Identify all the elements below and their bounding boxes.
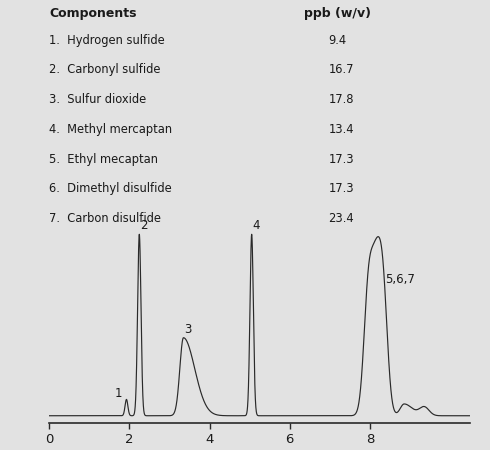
Text: 3: 3: [185, 323, 192, 336]
Text: 17.3: 17.3: [328, 182, 354, 195]
Text: 2.  Carbonyl sulfide: 2. Carbonyl sulfide: [49, 63, 161, 76]
Text: 1.  Hydrogen sulfide: 1. Hydrogen sulfide: [49, 34, 165, 47]
Text: 16.7: 16.7: [328, 63, 354, 76]
Text: 7.  Carbon disulfide: 7. Carbon disulfide: [49, 212, 161, 225]
Text: 9.4: 9.4: [328, 34, 346, 47]
Text: ppb (w/v): ppb (w/v): [304, 7, 371, 20]
Text: 5,6,7: 5,6,7: [385, 273, 415, 286]
Text: 13.4: 13.4: [328, 123, 354, 136]
Text: 4.  Methyl mercaptan: 4. Methyl mercaptan: [49, 123, 172, 136]
Text: 2: 2: [140, 219, 147, 232]
Text: 5.  Ethyl mecaptan: 5. Ethyl mecaptan: [49, 153, 158, 166]
Text: 6.  Dimethyl disulfide: 6. Dimethyl disulfide: [49, 182, 172, 195]
Text: 1: 1: [114, 387, 122, 400]
Text: 17.8: 17.8: [328, 93, 354, 106]
Text: 3.  Sulfur dioxide: 3. Sulfur dioxide: [49, 93, 146, 106]
Text: 17.3: 17.3: [328, 153, 354, 166]
Text: 23.4: 23.4: [328, 212, 354, 225]
Text: Components: Components: [49, 7, 137, 20]
Text: 4: 4: [252, 219, 260, 232]
